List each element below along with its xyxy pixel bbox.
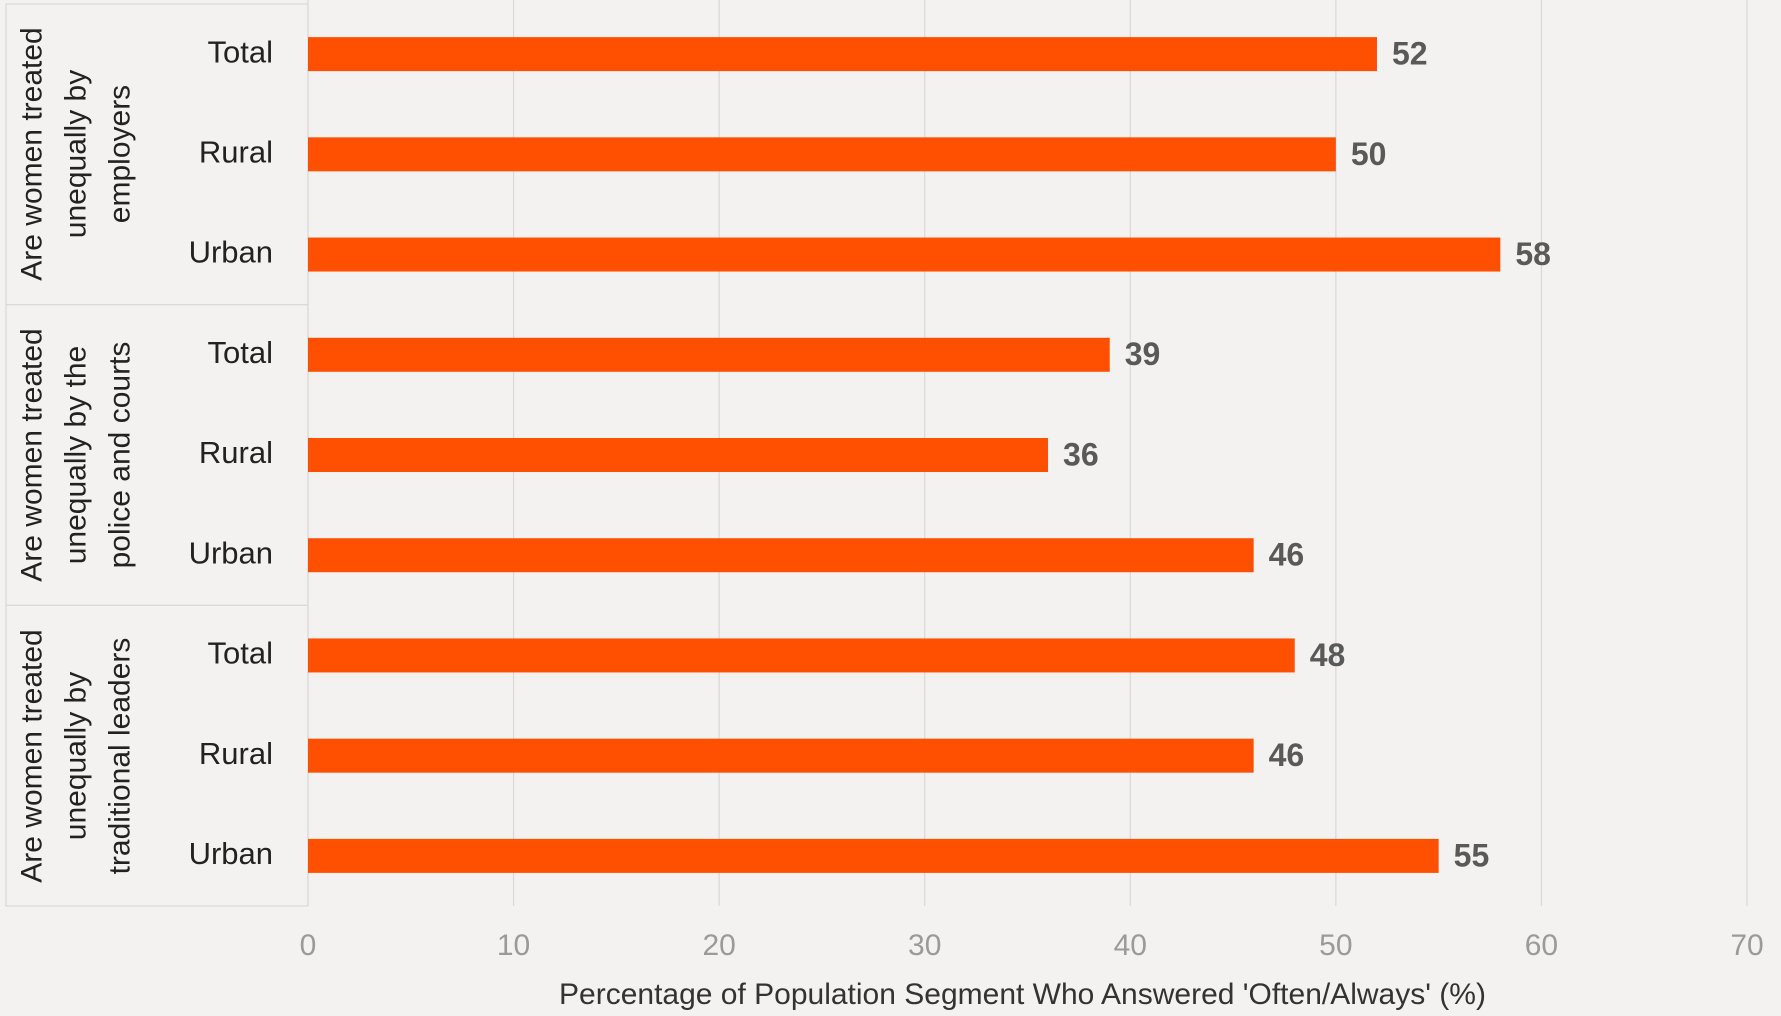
y-tick-label: Urban [189,535,273,570]
value-label: 46 [1269,737,1305,773]
bar [308,237,1501,272]
value-label: 55 [1454,837,1490,873]
x-tick-label: 10 [497,929,530,962]
group-label: Are women treated unequally by employers [15,27,136,282]
y-tick-label: Rural [199,435,273,470]
value-label: 39 [1125,336,1161,372]
bar [308,337,1110,372]
x-tick-label: 40 [1114,929,1147,962]
y-tick-label: Rural [199,736,273,771]
x-axis-title: Percentage of Population Segment Who Ans… [559,978,1486,1011]
x-tick-label: 0 [300,929,317,962]
bar [308,37,1377,72]
bar [308,438,1049,472]
value-label: 52 [1392,36,1428,72]
value-label: 36 [1063,436,1099,472]
y-tick-label: Total [208,636,273,671]
value-label: 50 [1351,136,1387,172]
x-tick-label: 60 [1525,929,1558,962]
y-tick-label: Urban [189,836,273,871]
bar [308,538,1254,573]
x-tick-label: 50 [1319,929,1352,962]
x-tick-label: 70 [1730,929,1763,962]
bar [308,638,1295,673]
bar [308,137,1336,172]
bar [308,738,1254,773]
y-tick-label: Rural [199,135,273,170]
y-tick-label: Total [208,335,273,370]
x-tick-label: 20 [702,929,735,962]
value-label: 58 [1515,236,1551,272]
value-label: 46 [1269,537,1305,573]
group-label: Are women treated unequally by tradition… [15,628,136,883]
bar [308,838,1439,873]
y-tick-label: Urban [189,235,273,270]
value-label: 48 [1310,637,1346,673]
y-tick-label: Total [208,34,273,69]
group-label: Are women treated unequally by the polic… [15,328,136,582]
x-tick-label: 30 [908,929,941,962]
